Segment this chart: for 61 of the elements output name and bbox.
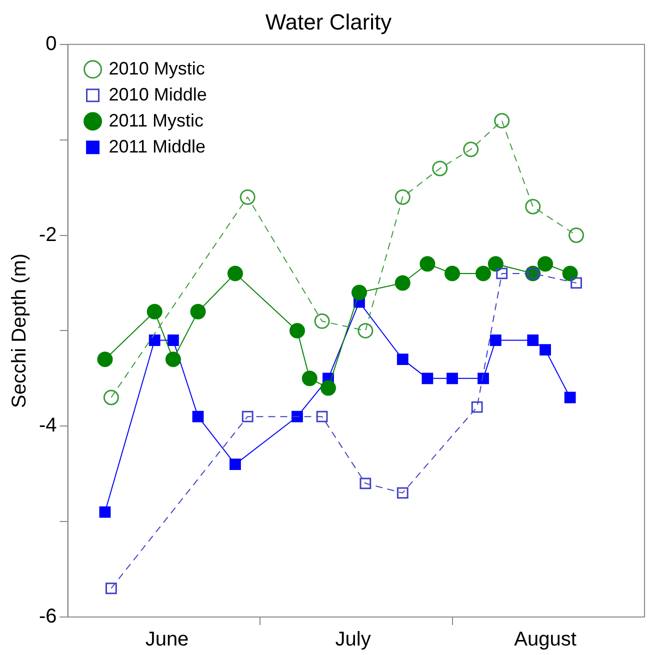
point [396, 354, 408, 366]
y-tick-label: -6 [38, 606, 57, 628]
point [538, 256, 554, 272]
point [564, 392, 576, 404]
point [103, 390, 119, 406]
point [394, 189, 410, 205]
point [420, 256, 436, 272]
y-tick-label: -4 [38, 414, 57, 437]
point [432, 160, 448, 176]
point [351, 284, 367, 300]
point [105, 582, 117, 594]
point [227, 266, 243, 282]
y-tick-label: -2 [38, 224, 57, 246]
x-tick-label: July [335, 628, 371, 651]
point [490, 334, 502, 346]
point [476, 266, 492, 282]
point [446, 372, 458, 384]
point [463, 142, 479, 158]
point [320, 380, 336, 396]
point [478, 372, 489, 384]
point [444, 266, 460, 282]
point [527, 334, 539, 346]
point [289, 322, 305, 338]
point [148, 334, 160, 346]
point [190, 304, 206, 320]
point [540, 344, 551, 356]
point [394, 275, 410, 291]
point [314, 313, 330, 329]
point [316, 410, 328, 422]
legend-label: 2010 Mystic [108, 58, 205, 78]
point [230, 458, 241, 470]
point [496, 268, 508, 280]
point [360, 478, 372, 490]
point [97, 352, 113, 368]
point [494, 112, 510, 128]
point [240, 189, 256, 205]
point [471, 401, 483, 413]
x-tick-label: June [145, 628, 189, 651]
point [570, 277, 582, 289]
legend-label: 2011 Mystic [108, 110, 204, 130]
point [562, 266, 578, 282]
point [99, 506, 111, 518]
point [525, 198, 541, 214]
point [358, 322, 374, 338]
legend-label: 2011 Middle [108, 136, 206, 156]
point [422, 372, 434, 384]
point [168, 334, 179, 346]
point [292, 410, 303, 422]
legend-label: 2010 Middle [108, 84, 207, 104]
point [146, 304, 162, 320]
chart-title: Water Clarity [265, 9, 392, 34]
point [165, 352, 181, 368]
point [568, 228, 584, 244]
x-tick-label: August [514, 628, 577, 651]
point [302, 370, 318, 386]
point [192, 410, 204, 422]
point [396, 487, 408, 499]
y-axis-title: Secchi Depth (m) [8, 253, 31, 408]
point [242, 410, 254, 422]
y-tick-label: 0 [46, 32, 57, 55]
point [488, 256, 504, 272]
